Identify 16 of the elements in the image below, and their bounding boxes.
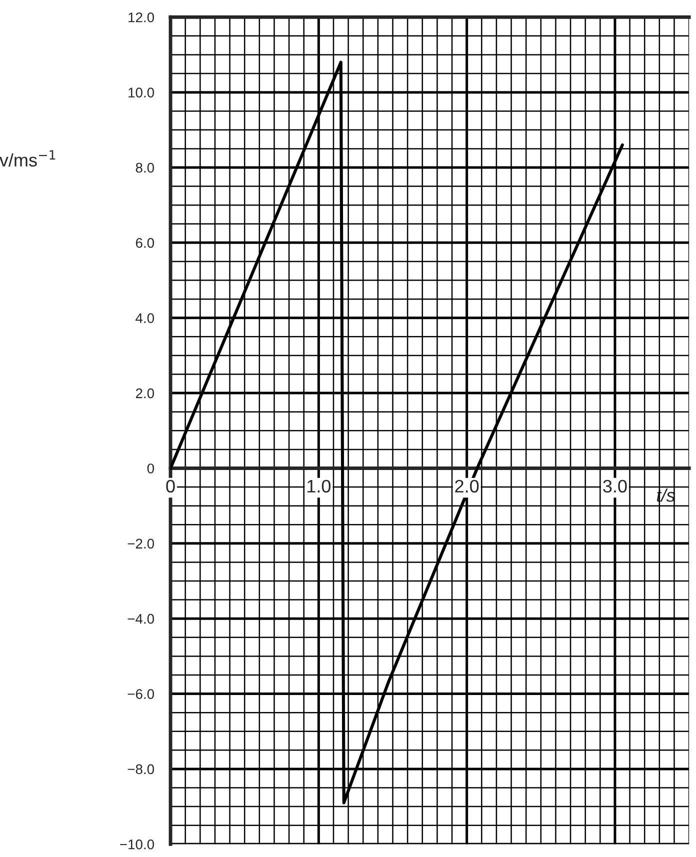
y-tick-label: 12.0 — [128, 12, 154, 22]
y-tick-label: −2.0 — [128, 538, 154, 549]
y-tick-label: 10.0 — [128, 88, 154, 98]
y-tick-label: 8.0 — [136, 162, 154, 173]
y-tick-label: 4.0 — [136, 313, 154, 324]
y-tick-label: 6.0 — [136, 238, 154, 248]
y-tick-label: −4.0 — [128, 614, 154, 624]
x-tick-label: 1.0 — [307, 480, 331, 493]
x-tick-label: 3.0 — [603, 480, 627, 493]
y-tick-label: 2.0 — [136, 388, 154, 398]
y-tick-label: 0 — [147, 464, 154, 474]
y-tick-label: −8.0 — [128, 764, 154, 774]
y-tick-label: −10.0 — [120, 839, 154, 850]
x-tick-label: 2.0 — [455, 480, 479, 493]
y-tick-label: −6.0 — [128, 689, 154, 699]
x-tick-label: 0 — [166, 480, 175, 493]
